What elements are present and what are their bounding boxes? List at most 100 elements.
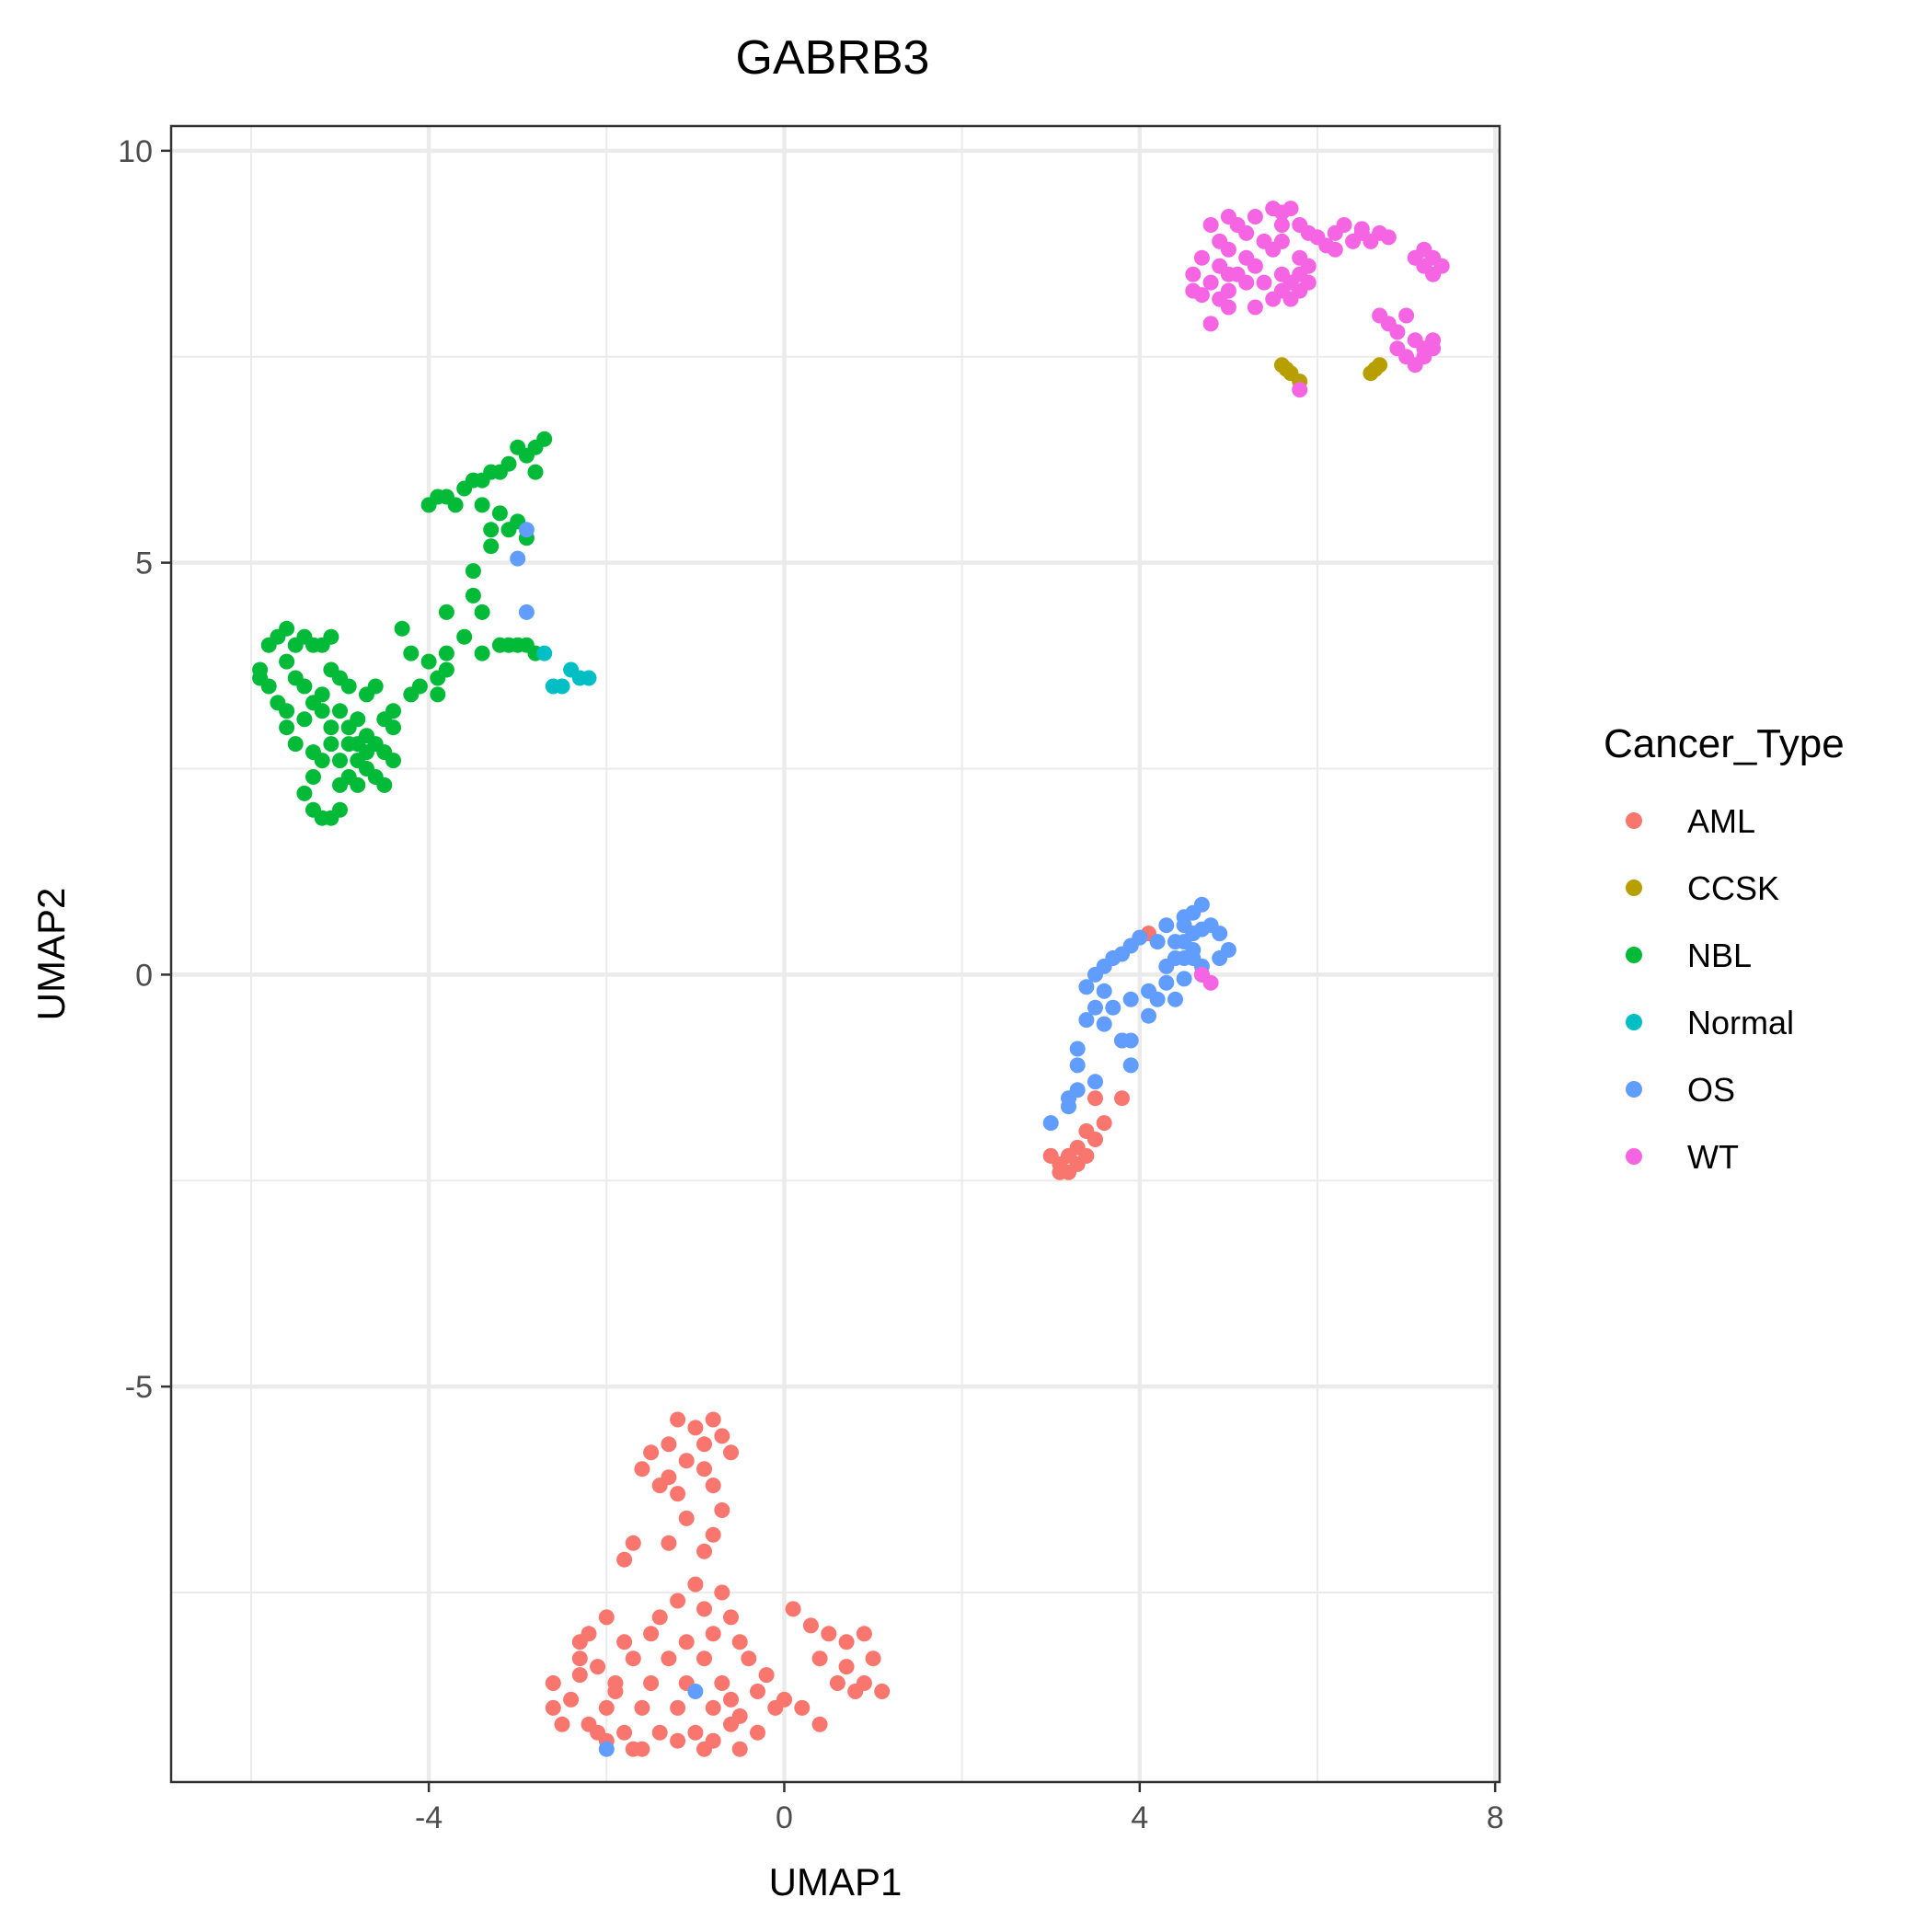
data-point-aml [714, 1584, 730, 1601]
data-point-aml [705, 1626, 721, 1642]
data-point-os [1069, 1057, 1086, 1074]
data-point-wt [1220, 266, 1236, 282]
plot-panel-border [169, 124, 1501, 1784]
data-point-wt [1202, 274, 1219, 291]
data-point-aml [670, 1732, 686, 1749]
data-point-aml [847, 1684, 864, 1699]
data-point-aml [661, 1650, 677, 1667]
data-point-wt [1247, 209, 1263, 224]
data-point-aml [590, 1724, 606, 1741]
data-point-wt [1202, 974, 1219, 991]
data-point-aml [678, 1510, 695, 1526]
data-point-aml [634, 1699, 650, 1716]
data-point-os [1158, 917, 1175, 934]
data-point-aml [643, 1444, 660, 1461]
data-point-nbl [500, 522, 517, 538]
data-point-nbl [323, 719, 339, 736]
data-point-aml [785, 1601, 801, 1617]
data-point-wt [1256, 233, 1272, 249]
data-point-aml [545, 1699, 561, 1716]
data-point-aml [545, 1675, 561, 1691]
data-point-os [687, 1684, 704, 1699]
legend-label: AML [1687, 802, 1755, 840]
legend-item-ccsk: CCSK [1626, 869, 1779, 907]
data-point-nbl [350, 736, 366, 753]
data-point-nbl [279, 703, 295, 719]
data-point-nbl [465, 472, 481, 489]
x-tick-label: 0 [776, 1800, 793, 1835]
data-point-wt [1193, 249, 1210, 266]
data-point-aml [598, 1699, 615, 1716]
data-point-aml [687, 1576, 704, 1593]
data-point-wt [1247, 299, 1263, 316]
legend-label: OS [1687, 1071, 1735, 1109]
legend-title: Cancer_Type [1604, 721, 1845, 766]
data-point-aml [723, 1444, 739, 1461]
legend-label: NBL [1687, 937, 1752, 974]
data-point-os [1149, 991, 1166, 1007]
data-point-wt [1292, 249, 1308, 266]
data-point-os [1122, 991, 1139, 1007]
data-point-aml [874, 1684, 891, 1699]
data-point-os [598, 1741, 615, 1757]
data-point-nbl [332, 753, 348, 769]
legend-item-nbl: NBL [1626, 937, 1752, 974]
legend-items: AML CCSK NBL Normal OS WT [1626, 802, 1794, 1176]
data-point-os [1087, 999, 1103, 1016]
x-tick-label: 4 [1131, 1800, 1148, 1835]
data-point-os [1185, 950, 1202, 966]
data-point-nbl [323, 628, 339, 645]
legend-item-wt: WT [1626, 1138, 1739, 1176]
data-point-aml [696, 1543, 712, 1559]
data-point-aml [829, 1675, 845, 1691]
y-axis-label: UMAP2 [29, 888, 73, 1021]
data-point-os [1122, 1057, 1139, 1074]
data-point-wt [1318, 237, 1335, 254]
data-point-aml [696, 1650, 712, 1667]
data-point-normal [581, 670, 597, 686]
legend-swatch [1626, 1148, 1642, 1165]
data-point-aml [1042, 1147, 1059, 1164]
data-point-aml [616, 1724, 633, 1741]
data-point-aml [856, 1626, 872, 1642]
legend-swatch [1626, 1081, 1642, 1098]
data-point-aml [714, 1502, 730, 1518]
data-point-nbl [305, 769, 321, 785]
legend-swatch [1626, 812, 1642, 829]
data-point-nbl [279, 719, 295, 736]
data-point-aml [750, 1724, 765, 1741]
data-point-os [1202, 917, 1219, 934]
data-point-nbl [456, 628, 473, 645]
data-point-os [1087, 966, 1103, 983]
data-point-nbl [500, 637, 517, 653]
data-point-aml [741, 1650, 757, 1667]
legend-swatch [1626, 947, 1642, 963]
y-tick-label: 10 [118, 134, 153, 169]
data-point-wt [1238, 224, 1255, 241]
data-point-wt [1220, 299, 1236, 316]
data-point-aml [1087, 1132, 1103, 1147]
data-point-wt [1238, 274, 1255, 291]
data-point-aml [625, 1741, 641, 1757]
legend-swatch [1626, 880, 1642, 896]
legend-label: Normal [1687, 1004, 1794, 1041]
data-point-nbl [359, 686, 374, 703]
series-normal [536, 645, 597, 695]
data-point-aml [696, 1436, 712, 1453]
data-point-nbl [510, 439, 526, 455]
data-point-aml [696, 1741, 712, 1757]
data-point-wt [1202, 316, 1219, 332]
data-point-aml [571, 1650, 588, 1667]
data-point-aml [705, 1411, 721, 1428]
data-point-aml [758, 1667, 775, 1684]
data-point-wt [1345, 233, 1362, 249]
data-point-aml [821, 1626, 837, 1642]
data-point-aml [643, 1626, 660, 1642]
y-tick-label: -5 [125, 1370, 153, 1405]
data-point-aml [705, 1699, 721, 1716]
legend-item-aml: AML [1626, 802, 1755, 840]
data-point-ccsk [1278, 361, 1294, 377]
data-point-aml [678, 1453, 695, 1469]
data-point-wt [1380, 229, 1397, 246]
